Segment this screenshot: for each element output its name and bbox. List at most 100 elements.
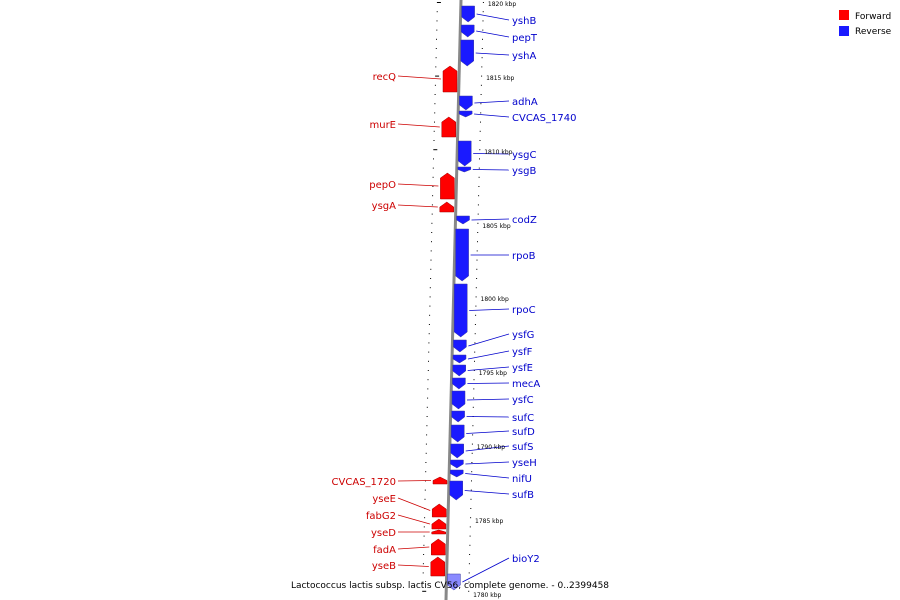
gene-label-meca: mecA xyxy=(512,379,540,390)
gene-recq[interactable] xyxy=(442,65,458,93)
tick-mark xyxy=(431,204,433,206)
gene-label-leader xyxy=(474,100,510,104)
gene-sufb[interactable] xyxy=(449,480,463,501)
gene-fada[interactable] xyxy=(431,538,446,556)
tick-mark xyxy=(428,351,430,353)
kbp-label: 1805 kbp xyxy=(482,223,510,230)
gene-pept[interactable] xyxy=(460,24,475,38)
tick-mark xyxy=(431,213,433,215)
tick-mark xyxy=(469,526,471,528)
tick-mark xyxy=(435,75,440,77)
tick-mark xyxy=(468,590,470,592)
tick-mark xyxy=(474,351,476,353)
tick-mark xyxy=(426,416,428,417)
gene-label-sufc: sufC xyxy=(512,413,534,424)
tick-mark xyxy=(475,296,477,298)
gene-cvcas_1740[interactable] xyxy=(458,110,473,118)
tick-mark xyxy=(474,324,476,325)
gene-label-leader xyxy=(472,169,510,171)
gene-sufc[interactable] xyxy=(451,410,465,423)
gene-label-leader xyxy=(397,123,440,128)
tick-mark xyxy=(478,176,480,178)
tick-mark xyxy=(479,149,481,151)
gene-ysgc[interactable] xyxy=(457,140,472,167)
gene-label-recq: recQ xyxy=(373,72,397,83)
gene-label-rpoc: rpoC xyxy=(512,305,536,316)
tick-mark xyxy=(425,443,427,445)
tick-mark xyxy=(430,268,432,270)
tick-mark xyxy=(472,406,474,408)
gene-label-leader xyxy=(397,497,431,511)
tick-mark xyxy=(477,213,479,215)
gene-fabg2[interactable] xyxy=(431,518,447,530)
gene-label-yshb: yshB xyxy=(512,16,536,27)
tick-mark xyxy=(482,2,484,3)
gene-yshb[interactable] xyxy=(461,5,475,23)
kbp-label: 1795 kbp xyxy=(479,370,507,377)
kbp-label: 1815 kbp xyxy=(486,75,514,82)
tick-mark xyxy=(477,241,478,243)
position-labels: 1820 kbp 1815 kbp 1810 kbp 1805 kbp 1800 kbp… xyxy=(473,1,516,599)
gene-pepo[interactable] xyxy=(440,172,455,200)
gene-rpoc[interactable] xyxy=(453,283,468,338)
tick-mark xyxy=(472,425,474,427)
tick-mark xyxy=(433,140,435,141)
gene-label-leader xyxy=(471,218,510,221)
gene-ysfc[interactable] xyxy=(451,390,466,410)
tick-mark xyxy=(471,452,473,454)
tick-mark xyxy=(429,287,431,289)
gene-ysff[interactable] xyxy=(452,354,467,364)
gene-sufd[interactable] xyxy=(450,424,465,443)
gene-ysha[interactable] xyxy=(460,39,474,67)
gene-nifu[interactable] xyxy=(449,469,464,478)
gene-label-leader xyxy=(473,153,510,155)
gene-cvcas_1720[interactable] xyxy=(432,476,448,485)
gene-label-ysgb: ysgB xyxy=(512,166,536,177)
gene-rpob[interactable] xyxy=(455,228,469,282)
gene-bioy2[interactable] xyxy=(447,573,461,591)
tick-mark xyxy=(422,581,424,583)
tick-mark xyxy=(425,452,427,454)
gene-yseb[interactable] xyxy=(430,556,446,577)
gene-label-sufd: sufD xyxy=(512,427,535,438)
tick-mark xyxy=(474,360,475,362)
gene-yseh[interactable] xyxy=(450,459,464,469)
gene-sufs[interactable] xyxy=(450,443,464,459)
tick-mark xyxy=(481,75,483,77)
gene-codz[interactable] xyxy=(456,215,470,225)
tick-mark xyxy=(431,232,433,233)
tick-mark xyxy=(470,508,472,509)
tick-mark xyxy=(479,130,481,132)
gene-label-ysfc: ysfC xyxy=(512,395,534,406)
gene-meca[interactable] xyxy=(452,377,466,390)
tick-mark xyxy=(476,278,478,279)
tick-mark xyxy=(469,554,471,555)
gene-label-leader xyxy=(397,75,442,80)
tick-mark xyxy=(434,112,436,114)
tick-mark xyxy=(423,554,425,555)
tick-mark xyxy=(475,287,477,289)
tick-mark xyxy=(433,149,438,151)
gene-ysee[interactable] xyxy=(431,503,447,518)
gene-features[interactable] xyxy=(430,5,475,591)
tick-mark xyxy=(471,480,472,482)
gene-adha[interactable] xyxy=(459,95,473,111)
tick-mark xyxy=(470,489,472,491)
gene-ysgb[interactable] xyxy=(457,166,472,173)
tick-mark xyxy=(427,397,429,399)
gene-ysed[interactable] xyxy=(431,529,446,535)
tick-mark xyxy=(469,535,471,537)
tick-mark xyxy=(430,259,432,261)
gene-label-leader xyxy=(467,382,510,384)
tick-mark xyxy=(433,158,434,160)
tick-mark xyxy=(426,406,428,408)
gene-label-leader xyxy=(465,473,510,479)
tick-mark xyxy=(474,333,476,335)
gene-ysfe[interactable] xyxy=(452,364,466,377)
gene-mure[interactable] xyxy=(441,116,457,138)
gene-label-sufb: sufB xyxy=(512,490,534,501)
gene-label-leader xyxy=(466,398,510,401)
gene-ysga[interactable] xyxy=(439,201,455,213)
gene-ysfg[interactable] xyxy=(453,339,467,353)
